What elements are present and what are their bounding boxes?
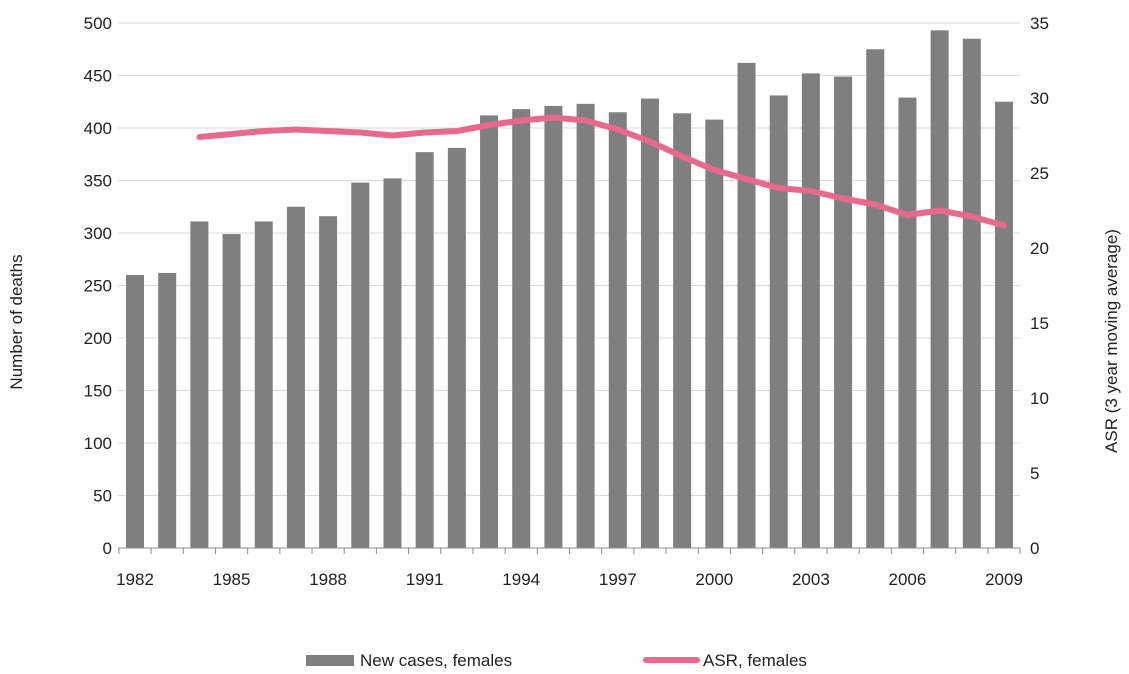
- bar: [834, 76, 853, 549]
- x-tick-label: 1988: [309, 570, 347, 589]
- bar: [415, 152, 434, 548]
- bar: [190, 221, 209, 548]
- legend-label-bars: New cases, females: [360, 651, 512, 670]
- bar: [673, 113, 692, 549]
- y2-tick-label: 0: [1030, 539, 1039, 558]
- y2-tick-label: 15: [1030, 314, 1049, 333]
- asr-line: [196, 114, 1007, 229]
- y2-axis-ticks: 0 5 10 15 20 25 30 35: [1030, 14, 1049, 558]
- bar: [769, 95, 788, 548]
- bar: [383, 178, 402, 548]
- x-tick-label: 2009: [985, 570, 1023, 589]
- x-tick-label: 1982: [116, 570, 154, 589]
- bar: [222, 234, 241, 549]
- x-tick-label: 2000: [695, 570, 733, 589]
- bar: [737, 62, 756, 549]
- bar: [576, 103, 595, 548]
- y2-axis-title: ASR (3 year moving average): [1102, 229, 1121, 453]
- bar: [544, 105, 563, 548]
- bar-series: [126, 30, 1013, 549]
- bar: [705, 119, 724, 548]
- line-series: [196, 114, 1007, 229]
- y-tick-label: 150: [84, 382, 112, 401]
- x-axis-ticks: 1982 1985 1988 1991 1994 1997 2000 2003 2006 2009: [116, 570, 1023, 589]
- bar: [512, 109, 531, 548]
- bar: [995, 101, 1013, 548]
- bar: [930, 30, 949, 549]
- y-tick-label: 0: [103, 539, 112, 558]
- y2-tick-label: 25: [1030, 164, 1049, 183]
- y-tick-label: 300: [84, 224, 112, 243]
- x-tick-label: 2003: [792, 570, 830, 589]
- bar: [640, 98, 659, 548]
- x-tick-label: 1994: [502, 570, 540, 589]
- y2-tick-label: 5: [1030, 464, 1039, 483]
- y2-tick-label: 35: [1030, 14, 1049, 33]
- bar: [447, 147, 466, 548]
- bar: [608, 112, 627, 548]
- y-tick-label: 200: [84, 329, 112, 348]
- y-tick-label: 250: [84, 277, 112, 296]
- bar: [319, 216, 338, 548]
- legend-label-line: ASR, females: [703, 651, 807, 670]
- bar: [126, 275, 144, 548]
- y2-tick-label: 20: [1030, 239, 1049, 258]
- x-tick-label: 1991: [406, 570, 444, 589]
- bar: [254, 221, 273, 548]
- bar: [962, 38, 981, 548]
- legend: New cases, females ASR, females: [306, 651, 807, 670]
- x-tick-label: 2006: [889, 570, 927, 589]
- y-axis-title: Number of deaths: [7, 254, 26, 389]
- x-tick-label: 1985: [213, 570, 251, 589]
- bar: [898, 97, 917, 549]
- bar: [480, 115, 499, 549]
- y-tick-label: 400: [84, 119, 112, 138]
- bar: [801, 73, 820, 549]
- bar: [866, 49, 885, 548]
- bar: [351, 182, 370, 548]
- bar: [158, 272, 177, 548]
- y-axis-ticks: 0 50 100 150 200 250 300 350 400 450 500: [84, 14, 112, 558]
- bar: [286, 206, 305, 548]
- y-tick-label: 350: [84, 172, 112, 191]
- x-tick-label: 1997: [599, 570, 637, 589]
- y2-tick-label: 10: [1030, 389, 1049, 408]
- y2-tick-label: 30: [1030, 89, 1049, 108]
- legend-swatch-bars: [306, 655, 354, 666]
- axes: [118, 547, 1021, 554]
- gridlines: [118, 22, 1020, 496]
- y-tick-label: 500: [84, 14, 112, 33]
- y-tick-label: 450: [84, 67, 112, 86]
- y-tick-label: 100: [84, 434, 112, 453]
- y-tick-label: 50: [93, 487, 112, 506]
